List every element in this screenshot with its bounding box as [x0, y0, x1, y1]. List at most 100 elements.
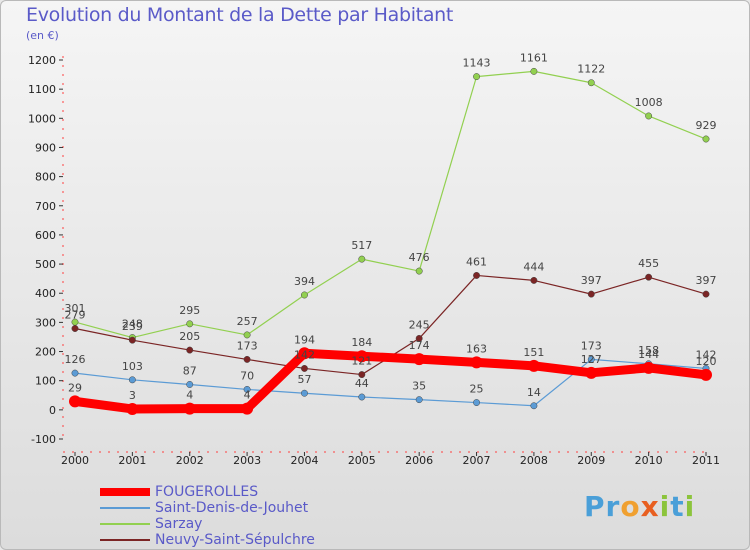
- data-label: 142: [294, 348, 315, 361]
- data-label: 476: [409, 251, 430, 264]
- data-point: [301, 389, 308, 397]
- data-label: 1161: [520, 51, 548, 64]
- y-tick-label: 700: [35, 200, 56, 213]
- data-point: [186, 346, 194, 354]
- data-point: [530, 402, 538, 410]
- legend-label: Neuvy-Saint-Sépulchre: [155, 532, 315, 548]
- data-point: [243, 385, 251, 393]
- data-point: [702, 290, 710, 298]
- data-label: 44: [355, 377, 369, 390]
- x-tick-label: 2002: [176, 454, 204, 467]
- data-point: [645, 112, 653, 120]
- data-label: 29: [68, 381, 82, 394]
- data-label: 57: [297, 373, 311, 386]
- legend-item: Neuvy-Saint-Sépulchre: [100, 532, 420, 548]
- x-tick-label: 2009: [577, 454, 605, 467]
- data-point: [71, 325, 79, 332]
- data-point: [358, 255, 366, 263]
- data-point: [186, 381, 194, 388]
- y-tick-label: 500: [35, 258, 56, 271]
- data-point: [298, 347, 311, 360]
- legend-swatch: [100, 488, 150, 496]
- data-label: 121: [351, 355, 372, 368]
- data-label: 4: [244, 389, 251, 402]
- proxiti-logo: Proxiti: [584, 490, 696, 523]
- data-point: [645, 273, 653, 281]
- data-point: [473, 271, 480, 279]
- legend-item: FOUGEROLLES: [100, 484, 420, 500]
- data-label: 158: [638, 344, 659, 357]
- legend-item: Sarzay: [100, 516, 420, 532]
- data-point: [415, 396, 423, 404]
- x-tick-label: 2011: [692, 454, 720, 467]
- y-tick-label: 800: [35, 171, 56, 184]
- y-tick-label: 300: [35, 316, 56, 329]
- data-label: 126: [65, 353, 86, 366]
- data-label: 245: [409, 318, 430, 331]
- data-point: [71, 369, 79, 377]
- data-point: [415, 267, 423, 275]
- data-point: [301, 364, 308, 372]
- data-point: [243, 355, 251, 363]
- data-label: 517: [351, 239, 372, 252]
- series-line-saint-denis-de-jouhet: [74, 358, 707, 407]
- legend-swatch: [100, 539, 150, 541]
- y-tick-label: 400: [35, 287, 56, 300]
- data-label: 127: [581, 353, 602, 366]
- data-label: 173: [581, 339, 602, 352]
- data-point: [587, 355, 595, 363]
- y-tick-label: 200: [35, 346, 56, 359]
- data-point: [186, 320, 194, 328]
- chart-title: Evolution du Montant de la Dette par Hab…: [26, 4, 454, 26]
- data-label: 163: [466, 342, 487, 355]
- series-line-fougerolles: [70, 348, 711, 414]
- data-label: 25: [470, 383, 484, 396]
- data-point: [470, 356, 483, 369]
- y-tick-label: -100: [31, 433, 56, 446]
- data-label: 142: [696, 348, 717, 361]
- data-label: 194: [294, 333, 315, 346]
- data-label: 70: [240, 369, 254, 382]
- data-label: 461: [466, 255, 487, 268]
- x-tick-label: 2004: [290, 454, 318, 467]
- data-point: [241, 402, 254, 415]
- data-label: 929: [696, 119, 717, 132]
- data-label: 257: [237, 315, 258, 328]
- data-label: 455: [638, 257, 659, 270]
- data-point: [415, 334, 423, 342]
- x-tick-label: 2000: [61, 454, 89, 467]
- y-tick-label: 1200: [28, 54, 56, 67]
- x-tick-label: 2005: [348, 454, 376, 467]
- data-label: 1122: [577, 63, 605, 76]
- data-point: [358, 371, 366, 379]
- data-label: 239: [122, 320, 143, 333]
- data-point: [473, 399, 480, 407]
- data-point: [183, 402, 196, 415]
- data-label: 173: [237, 339, 258, 352]
- data-point: [69, 395, 81, 408]
- data-point: [587, 79, 595, 87]
- legend-label: FOUGEROLLES: [155, 484, 259, 500]
- y-tick-label: 0: [49, 404, 56, 417]
- legend-swatch: [100, 523, 150, 525]
- data-point: [301, 291, 308, 299]
- legend-item: Saint-Denis-de-Jouhet: [100, 500, 420, 516]
- data-point: [642, 361, 655, 374]
- data-label: 120: [696, 355, 717, 368]
- data-point: [358, 393, 366, 401]
- x-tick-label: 2010: [635, 454, 663, 467]
- y-tick-label: 900: [35, 141, 56, 154]
- x-tick-label: 2008: [520, 454, 548, 467]
- y-tick-label: 100: [35, 375, 56, 388]
- data-label: 151: [523, 346, 544, 359]
- data-label: 1008: [635, 96, 663, 109]
- data-label: 103: [122, 360, 143, 373]
- data-point: [355, 350, 368, 363]
- data-point: [128, 376, 136, 384]
- y-tick-label: 1000: [28, 112, 56, 125]
- y-tick-label: 600: [35, 229, 56, 242]
- x-tick-label: 2003: [233, 454, 261, 467]
- data-label: 4: [186, 389, 193, 402]
- legend-label: Sarzay: [155, 516, 203, 532]
